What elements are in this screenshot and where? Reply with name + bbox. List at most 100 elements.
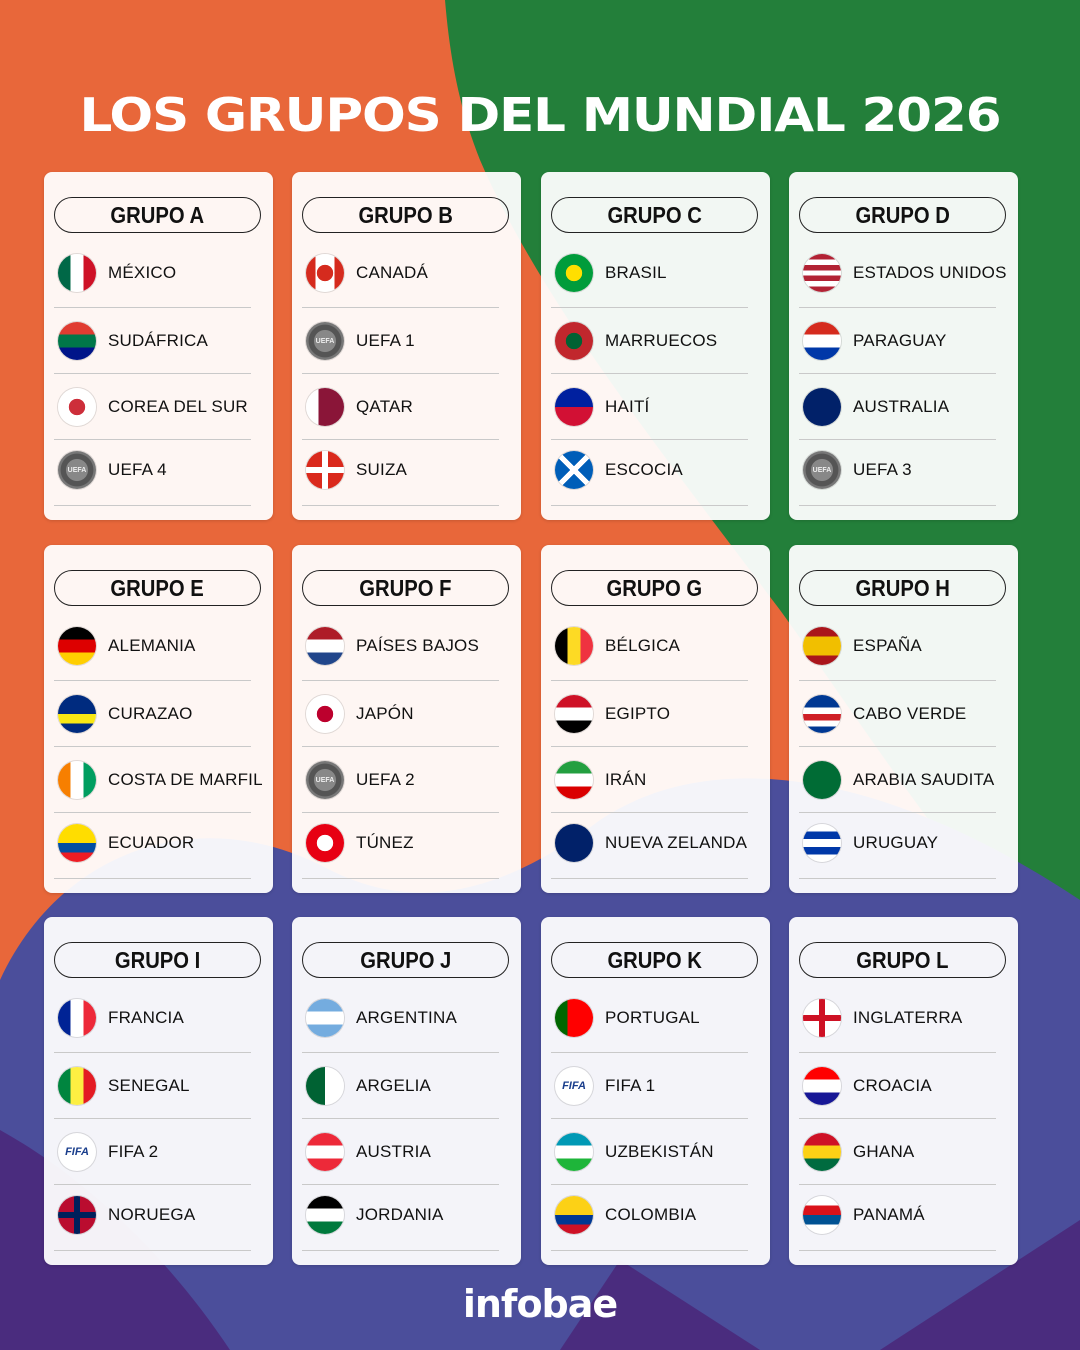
flag-icon — [306, 388, 344, 426]
team-name: UEFA 1 — [356, 331, 415, 350]
team-name: UZBEKISTÁN — [605, 1142, 714, 1161]
team-row: ESTADOS UNIDOS — [803, 253, 1018, 293]
flag-icon — [58, 824, 96, 862]
row-divider — [54, 439, 251, 440]
team-name: ARGELIA — [356, 1076, 432, 1095]
row-divider — [54, 878, 251, 879]
group-label-text: GRUPO A — [110, 202, 205, 228]
team-row: BRASIL — [555, 253, 770, 293]
group-label: GRUPO F — [302, 570, 509, 606]
team-row: UEFA UEFA 3 — [803, 450, 1018, 490]
row-divider — [799, 373, 996, 374]
team-name: JORDANIA — [356, 1205, 444, 1224]
flag-icon — [803, 1067, 841, 1105]
row-divider — [54, 680, 251, 681]
team-name: CURAZAO — [108, 704, 193, 723]
row-divider — [302, 1250, 499, 1251]
flag-icon — [803, 1133, 841, 1171]
group-card: GRUPO D ESTADOS UNIDOS PARAGUAY AUSTRALIA UE… — [789, 172, 1018, 520]
uefa-icon: UEFA — [306, 761, 344, 799]
group-label: GRUPO H — [799, 570, 1006, 606]
team-name: QATAR — [356, 397, 414, 416]
team-row: QATAR — [306, 387, 521, 427]
team-name: NORUEGA — [108, 1205, 196, 1224]
team-name: CABO VERDE — [853, 704, 967, 723]
team-row: ECUADOR — [58, 823, 273, 863]
flag-icon — [555, 254, 593, 292]
group-label-text: GRUPO B — [358, 202, 453, 228]
row-divider — [551, 878, 748, 879]
team-name: ECUADOR — [108, 833, 195, 852]
team-row: ARGENTINA — [306, 998, 521, 1038]
flag-icon — [58, 388, 96, 426]
flag-icon — [803, 695, 841, 733]
team-name: IRÁN — [605, 770, 647, 789]
group-label: GRUPO G — [551, 570, 758, 606]
row-divider — [302, 1118, 499, 1119]
row-divider — [302, 1184, 499, 1185]
row-divider — [302, 307, 499, 308]
group-label: GRUPO D — [799, 197, 1006, 233]
team-row: PARAGUAY — [803, 321, 1018, 361]
team-name: ARGENTINA — [356, 1008, 457, 1027]
row-divider — [54, 505, 251, 506]
team-row: IRÁN — [555, 760, 770, 800]
flag-icon — [803, 761, 841, 799]
flag-icon — [306, 1196, 344, 1234]
group-label: GRUPO J — [302, 942, 509, 978]
flag-icon — [555, 627, 593, 665]
team-row: SUIZA — [306, 450, 521, 490]
group-label-text: GRUPO G — [606, 575, 703, 601]
team-row: ARABIA SAUDITA — [803, 760, 1018, 800]
team-row: COREA DEL SUR — [58, 387, 273, 427]
flag-icon — [555, 1133, 593, 1171]
team-name: ESPAÑA — [853, 636, 922, 655]
flag-icon — [58, 761, 96, 799]
group-label: GRUPO A — [54, 197, 261, 233]
row-divider — [551, 373, 748, 374]
team-name: ARABIA SAUDITA — [853, 770, 995, 789]
group-card: GRUPO E ALEMANIA CURAZAO COSTA DE MARFIL ECU… — [44, 545, 273, 893]
team-name: COREA DEL SUR — [108, 397, 248, 416]
group-card: GRUPO L INGLATERRA CROACIA GHANA PANAMÁ — [789, 917, 1018, 1265]
team-row: EGIPTO — [555, 694, 770, 734]
team-row: PANAMÁ — [803, 1195, 1018, 1235]
row-divider — [54, 1250, 251, 1251]
flag-icon — [803, 824, 841, 862]
team-name: HAITÍ — [605, 397, 650, 416]
flag-icon — [58, 999, 96, 1037]
group-card: GRUPO G BÉLGICA EGIPTO IRÁN NUEVA ZELANDA — [541, 545, 770, 893]
group-card: GRUPO C BRASIL MARRUECOS HAITÍ ESCOCIA — [541, 172, 770, 520]
flag-icon — [306, 824, 344, 862]
group-label-text: GRUPO H — [855, 575, 950, 601]
group-label-text: GRUPO F — [359, 575, 452, 601]
team-name: COSTA DE MARFIL — [108, 770, 263, 789]
team-name: UEFA 2 — [356, 770, 415, 789]
row-divider — [551, 439, 748, 440]
team-row: ESCOCIA — [555, 450, 770, 490]
group-label-text: GRUPO K — [607, 947, 702, 973]
team-name: ALEMANIA — [108, 636, 196, 655]
team-row: ESPAÑA — [803, 626, 1018, 666]
flag-icon — [555, 824, 593, 862]
group-card: GRUPO F PAÍSES BAJOS JAPÓN UEFA UEFA 2 TÚNEZ — [292, 545, 521, 893]
row-divider — [551, 307, 748, 308]
group-card: GRUPO K PORTUGAL FIFA FIFA 1 UZBEKISTÁN COLOM… — [541, 917, 770, 1265]
flag-icon — [803, 254, 841, 292]
team-row: CANADÁ — [306, 253, 521, 293]
team-name: BRASIL — [605, 263, 667, 282]
team-name: CROACIA — [853, 1076, 932, 1095]
row-divider — [551, 746, 748, 747]
team-name: UEFA 3 — [853, 460, 912, 479]
row-divider — [799, 812, 996, 813]
flag-icon — [555, 761, 593, 799]
flag-icon — [555, 322, 593, 360]
team-row: INGLATERRA — [803, 998, 1018, 1038]
page-title: LOS GRUPOS DEL MUNDIAL 2026 — [79, 88, 1002, 142]
team-row: AUSTRIA — [306, 1132, 521, 1172]
team-name: UEFA 4 — [108, 460, 167, 479]
team-row: AUSTRALIA — [803, 387, 1018, 427]
group-label: GRUPO B — [302, 197, 509, 233]
flag-icon — [555, 388, 593, 426]
team-name: URUGUAY — [853, 833, 939, 852]
